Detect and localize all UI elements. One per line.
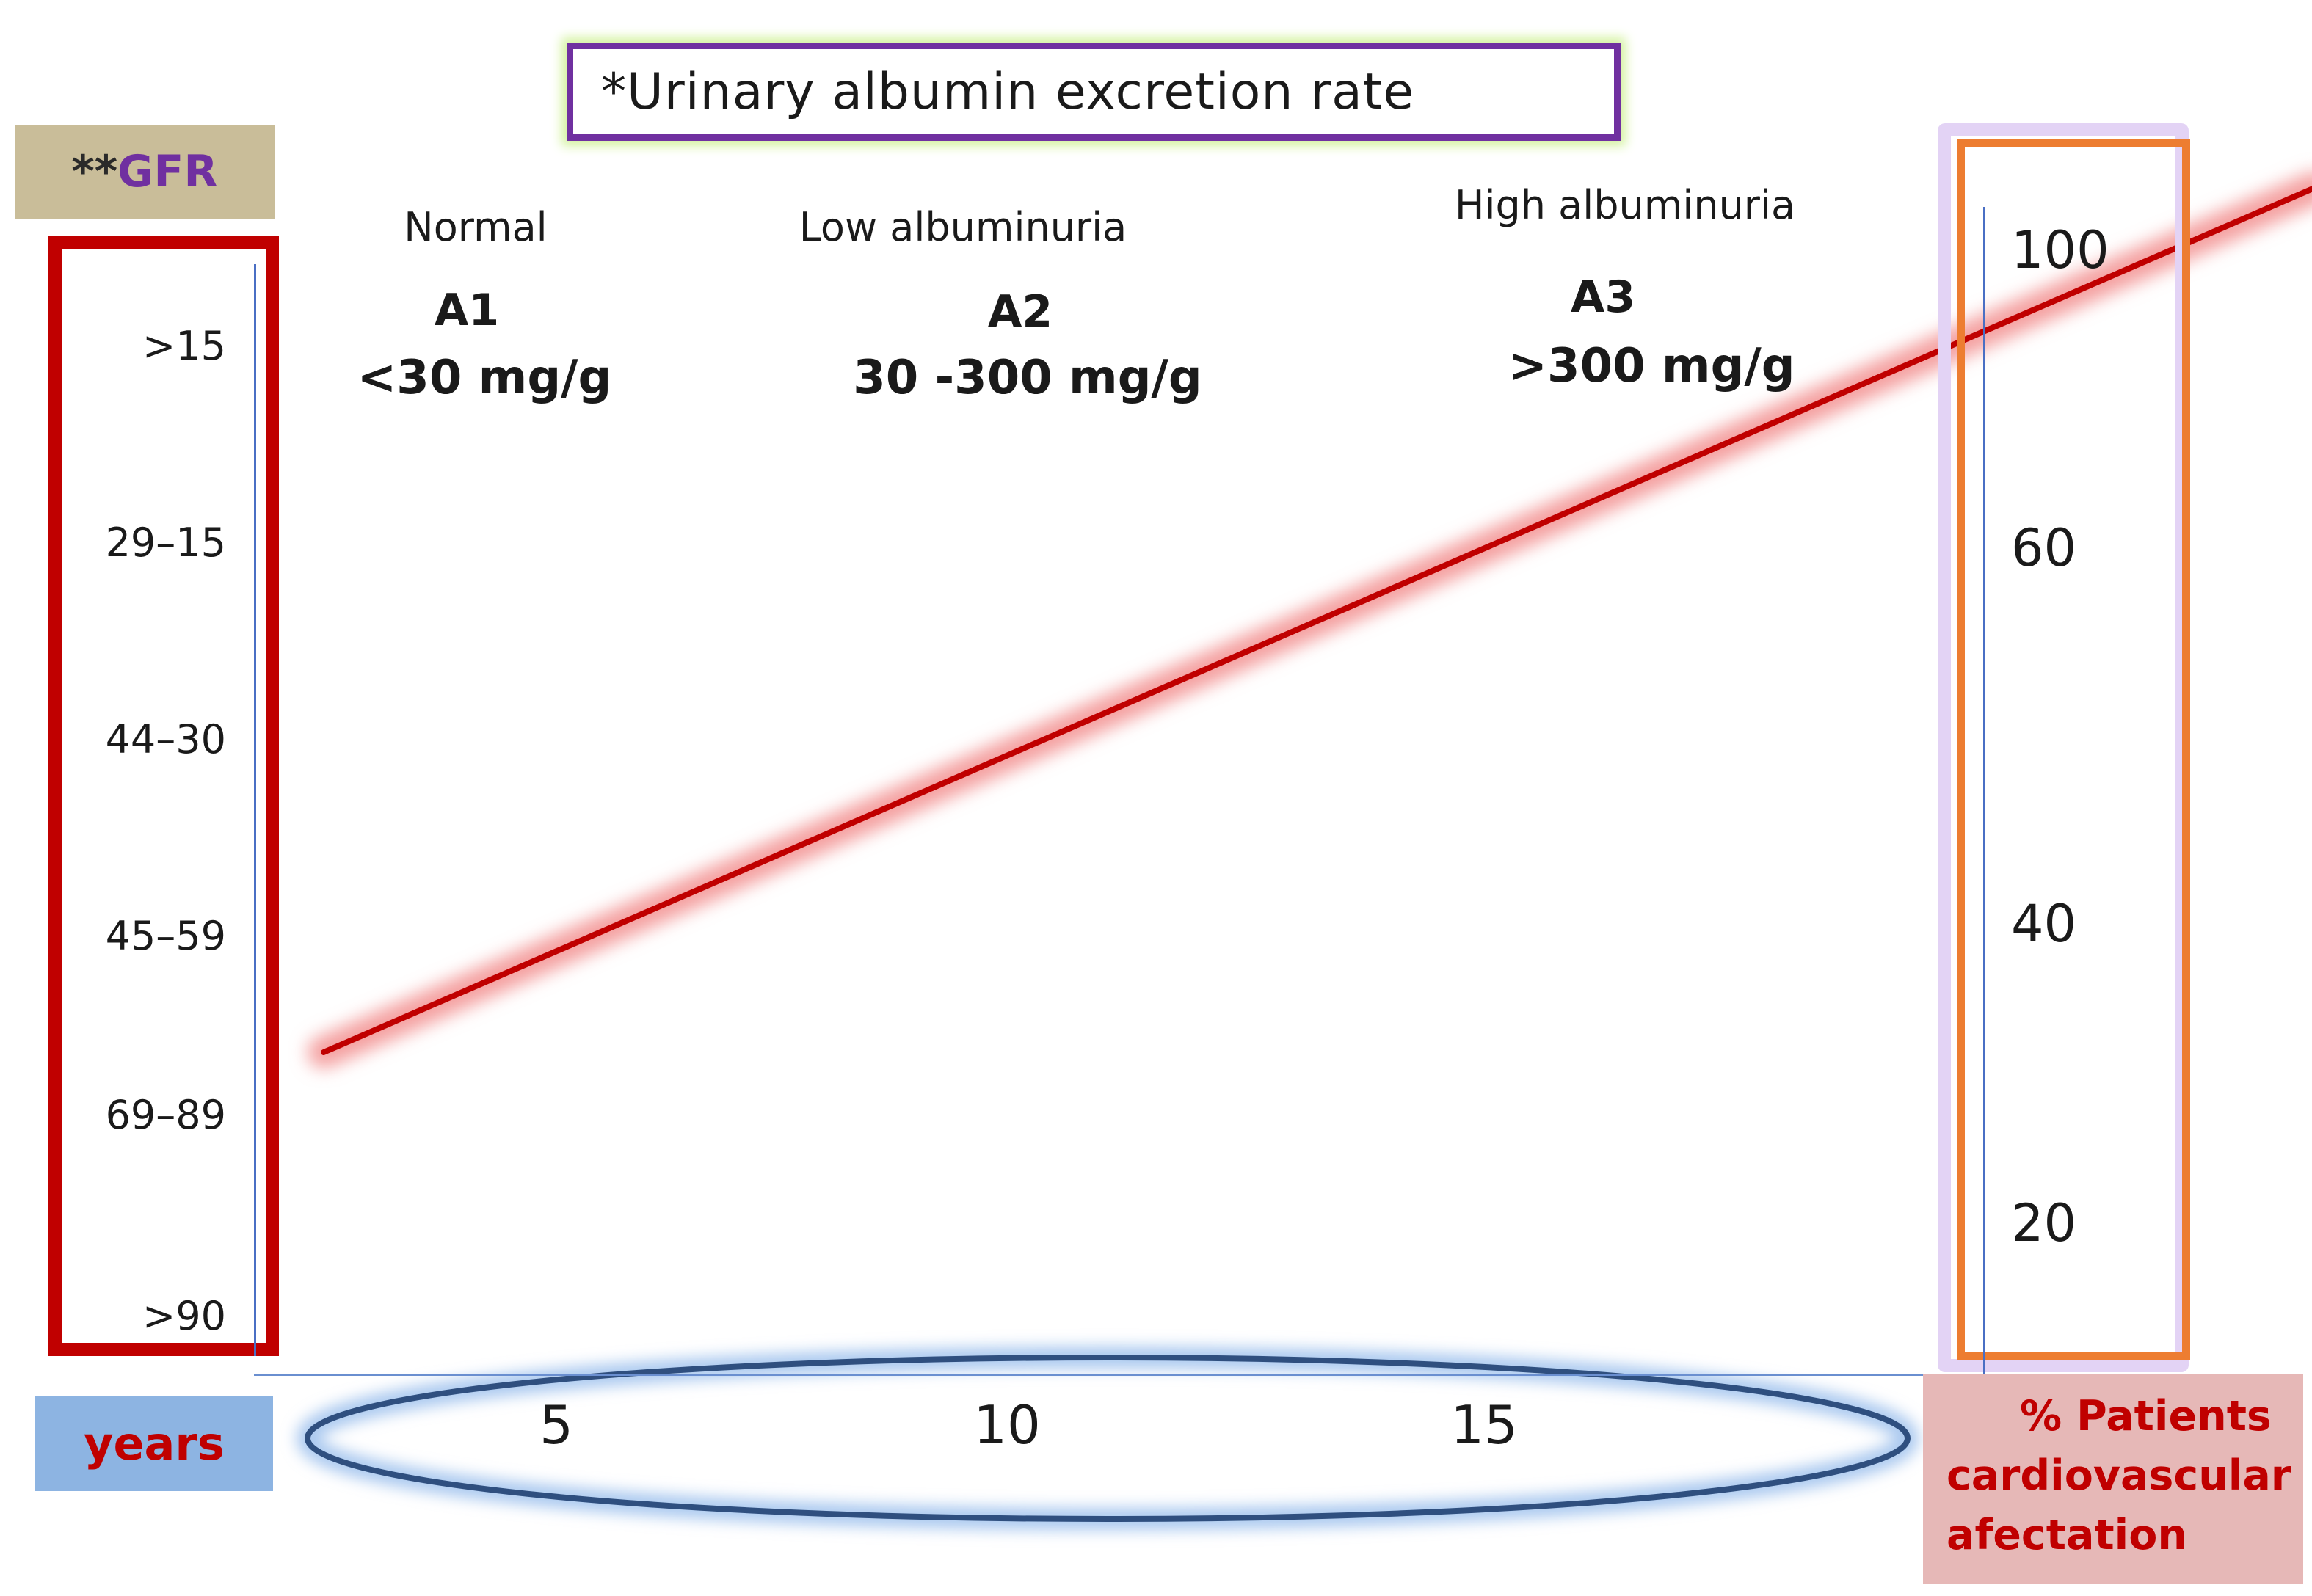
year-tick-label: 10 [973, 1394, 1041, 1456]
category-code-a2: A2 [987, 286, 1053, 338]
percent-axis-frame [1957, 139, 2190, 1360]
category-range-a1: <30 mg/g [357, 351, 612, 405]
year-tick-label: 5 [539, 1394, 573, 1456]
gfr-tick-label: 69–89 [105, 1092, 226, 1138]
percent-label-line3: afectation [1946, 1511, 2187, 1559]
gfr-axis-frame [48, 236, 279, 1356]
percent-tick-label: 60 [2011, 518, 2077, 578]
chart-title: *Urinary albumin excretion rate [567, 43, 1621, 141]
percent-axis-line [1983, 207, 1985, 1374]
percent-label-line2: cardiovascular [1946, 1451, 2291, 1500]
category-code-a1: A1 [434, 285, 500, 336]
category-range-a2: 30 -300 mg/g [853, 351, 1202, 405]
gfr-tick-label: 29–15 [105, 520, 226, 566]
category-code-a3: A3 [1570, 272, 1636, 323]
years-ellipse [305, 1355, 1911, 1522]
percent-axis-label: % Patients cardiovascular afectation [1923, 1374, 2303, 1584]
x-axis-line [254, 1374, 1986, 1376]
gfr-text: GFR [117, 146, 218, 197]
years-axis-label: years [35, 1396, 273, 1491]
gfr-axis-line [254, 264, 256, 1356]
gfr-tick-label: 44–30 [105, 716, 226, 762]
gfr-tick-label: >15 [142, 323, 226, 369]
gfr-stars: ** [71, 146, 118, 197]
gfr-tick-label: >90 [142, 1293, 226, 1339]
percent-label-line1: % Patients [2020, 1392, 2272, 1440]
gfr-tick-label: 45–59 [105, 913, 226, 959]
percent-tick-label: 20 [2011, 1193, 2077, 1253]
category-name-a1: Normal [404, 204, 548, 250]
category-range-a3: >300 mg/g [1508, 339, 1795, 393]
year-tick-label: 15 [1450, 1394, 1518, 1456]
category-name-a3: High albuminuria [1454, 182, 1796, 228]
trend-line [321, 186, 2312, 1055]
category-name-a2: Low albuminuria [799, 204, 1127, 250]
percent-tick-label: 100 [2011, 220, 2109, 280]
percent-tick-label: 40 [2011, 894, 2077, 954]
gfr-axis-label: ** GFR [15, 125, 275, 219]
